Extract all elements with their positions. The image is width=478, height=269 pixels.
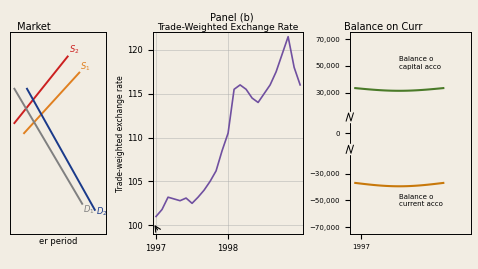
Text: Market: Market	[14, 22, 51, 31]
Text: Balance on Curr: Balance on Curr	[344, 22, 422, 31]
Title: Trade-Weighted Exchange Rate: Trade-Weighted Exchange Rate	[157, 23, 299, 31]
Text: Balance o
current acco: Balance o current acco	[399, 194, 443, 207]
Bar	[345, 144, 355, 154]
Bar	[345, 112, 355, 122]
Text: Balance o
capital acco: Balance o capital acco	[399, 56, 441, 70]
Text: $S_1$: $S_1$	[80, 60, 91, 73]
Text: $S_2$: $S_2$	[69, 44, 79, 56]
Text: Panel (b): Panel (b)	[210, 12, 254, 22]
Y-axis label: Trade-weighted exchange rate: Trade-weighted exchange rate	[116, 75, 125, 192]
Text: $D_2$: $D_2$	[96, 206, 108, 218]
X-axis label: er period: er period	[39, 237, 77, 246]
Text: $D_1$: $D_1$	[83, 204, 95, 216]
